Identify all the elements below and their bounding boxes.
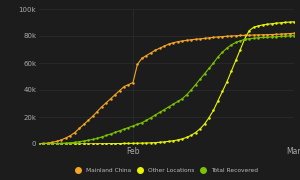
Legend: Mainland China, Other Locations, Total Recovered: Mainland China, Other Locations, Total R… [70, 166, 260, 175]
